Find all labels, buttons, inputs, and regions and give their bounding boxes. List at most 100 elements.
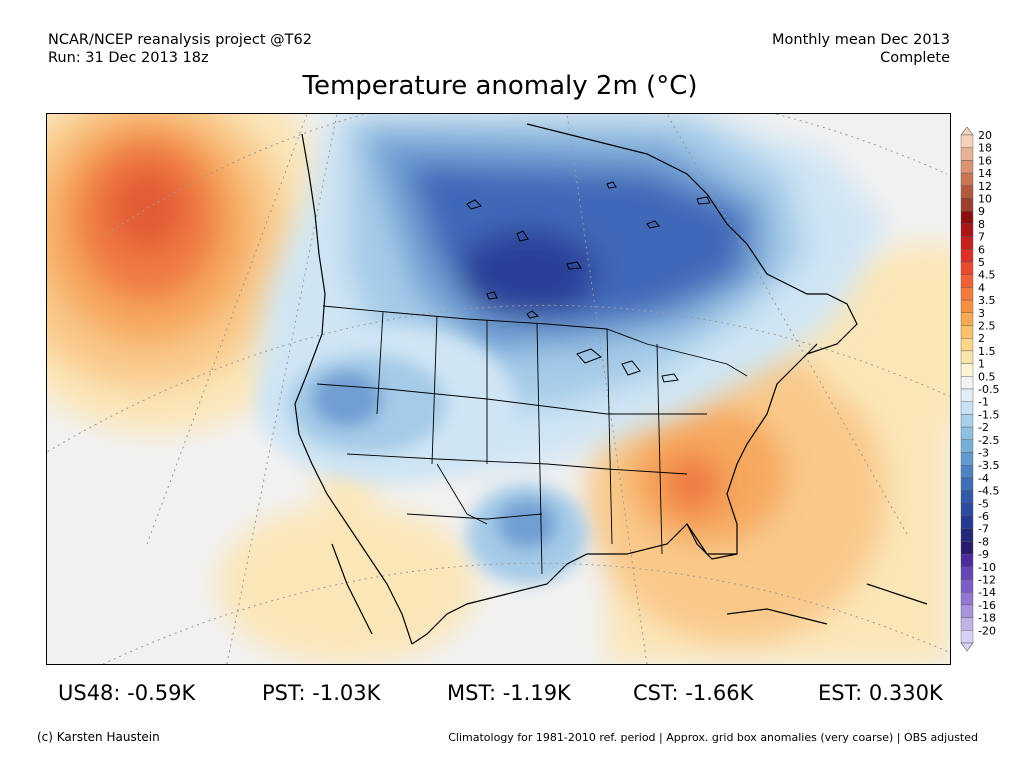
map-title: Temperature anomaly 2m (°C) (302, 71, 698, 101)
legend-label: -7 (978, 523, 989, 536)
legend-label: 1.5 (978, 345, 996, 358)
stat-est: EST: 0.330K (818, 681, 943, 705)
legend-swatch (960, 312, 974, 326)
legend-label: 8 (978, 218, 985, 231)
legend-swatch (960, 477, 974, 491)
legend-swatch (960, 160, 974, 174)
legend-swatch (960, 376, 974, 390)
legend-label: -20 (978, 624, 996, 637)
legend-swatch (960, 249, 974, 263)
legend-label: 7 (978, 231, 985, 244)
legend-label: -0.5 (978, 383, 999, 396)
legend-swatch (960, 579, 974, 593)
legend-label: -1.5 (978, 408, 999, 421)
anomaly-map-svg (47, 114, 950, 664)
stat-us48: US48: -0.59K (58, 681, 196, 705)
legend-swatch (960, 465, 974, 479)
legend-swatch (960, 363, 974, 377)
legend-swatch (960, 185, 974, 199)
legend-swatch (960, 414, 974, 428)
legend-label: 14 (978, 167, 992, 180)
legend-label: 1 (978, 358, 985, 371)
legend-label: 5 (978, 256, 985, 269)
legend-swatch (960, 147, 974, 161)
legend-label: -4.5 (978, 485, 999, 498)
project-label: NCAR/NCEP reanalysis project @T62 (48, 32, 312, 48)
legend-swatch (960, 592, 974, 606)
legend-swatch (960, 452, 974, 466)
legend-label: -12 (978, 574, 996, 587)
color-scale-svg: 201816141210987654.543.532.521.510.5-0.5… (960, 126, 999, 652)
us-cold-anomaly (257, 324, 587, 584)
legend-label: -9 (978, 548, 989, 561)
legend-swatch (960, 553, 974, 568)
stat-pst: PST: -1.03K (262, 681, 381, 705)
legend-swatch (960, 426, 974, 441)
coastlines (294, 123, 928, 645)
legend-label: -2 (978, 421, 989, 434)
legend-label: -16 (978, 599, 996, 612)
legend-swatch (960, 388, 974, 402)
stat-mst: MST: -1.19K (447, 681, 571, 705)
legend-swatch (960, 515, 974, 529)
lakes (466, 181, 711, 383)
legend-swatch (960, 528, 974, 542)
legend-swatch (960, 503, 974, 517)
legend-swatch (960, 198, 974, 212)
stat-cst: CST: -1.66K (633, 681, 754, 705)
legend-label: 0.5 (978, 370, 996, 383)
legend-swatch (960, 439, 974, 453)
legend-swatch (960, 223, 974, 237)
legend-top-arrow (960, 126, 974, 136)
legend-label: -2.5 (978, 434, 999, 447)
legend-label: -14 (978, 586, 996, 599)
credit-text: (c) Karsten Haustein (37, 730, 160, 744)
legend-swatch (960, 401, 974, 415)
legend-label: 16 (978, 154, 992, 167)
legend-label: -18 (978, 612, 996, 625)
legend-label: -8 (978, 535, 989, 548)
legend-swatch (960, 172, 974, 186)
legend-swatch (960, 566, 974, 580)
status-label: Complete (880, 50, 950, 66)
legend-label: 2.5 (978, 320, 996, 333)
legend-label: 3.5 (978, 294, 996, 307)
legend-label: -1 (978, 396, 989, 409)
legend-swatch (960, 287, 974, 301)
run-label: Run: 31 Dec 2013 18z (48, 50, 209, 66)
legend-label: 12 (978, 180, 992, 193)
header-right: Monthly mean Dec 2013 Complete (772, 31, 950, 67)
legend-swatch (960, 325, 974, 339)
legend-label: 10 (978, 193, 992, 206)
legend-label: -6 (978, 510, 989, 523)
legend-label: 18 (978, 142, 992, 155)
legend-label: -3.5 (978, 459, 999, 472)
footnote-text: Climatology for 1981-2010 ref. period | … (448, 731, 978, 744)
legend-label: -4 (978, 472, 989, 485)
legend-swatch (960, 350, 974, 364)
legend-swatch (960, 617, 974, 631)
legend-label: 9 (978, 205, 985, 218)
legend-swatch (960, 134, 974, 148)
legend-label: -10 (978, 561, 996, 574)
graticule (47, 114, 950, 664)
legend-swatch (960, 236, 974, 250)
color-scale-legend: 20 18 16 14 12 10 9 8 7 6 5 4.5 4 3.5 3 2.5 2 1.5 1 0.5 -0.5… (957, 126, 1024, 652)
legend-label: -5 (978, 497, 989, 510)
legend-label: 20 (978, 129, 992, 142)
legend-swatch (960, 261, 974, 275)
legend-label: 4 (978, 281, 985, 294)
legend-label: 3 (978, 307, 985, 320)
legend-swatch (960, 210, 974, 225)
anomaly-map (46, 113, 951, 665)
legend-label: 2 (978, 332, 985, 345)
legend-swatch (960, 604, 974, 618)
legend-label: -3 (978, 447, 989, 460)
legend-label: 6 (978, 243, 985, 256)
legend-swatch (960, 274, 974, 288)
legend-swatch (960, 337, 974, 352)
legend-bottom-arrow (960, 642, 974, 652)
legend-swatch (960, 541, 974, 555)
legend-swatch (960, 299, 974, 314)
legend-swatch (960, 630, 974, 644)
